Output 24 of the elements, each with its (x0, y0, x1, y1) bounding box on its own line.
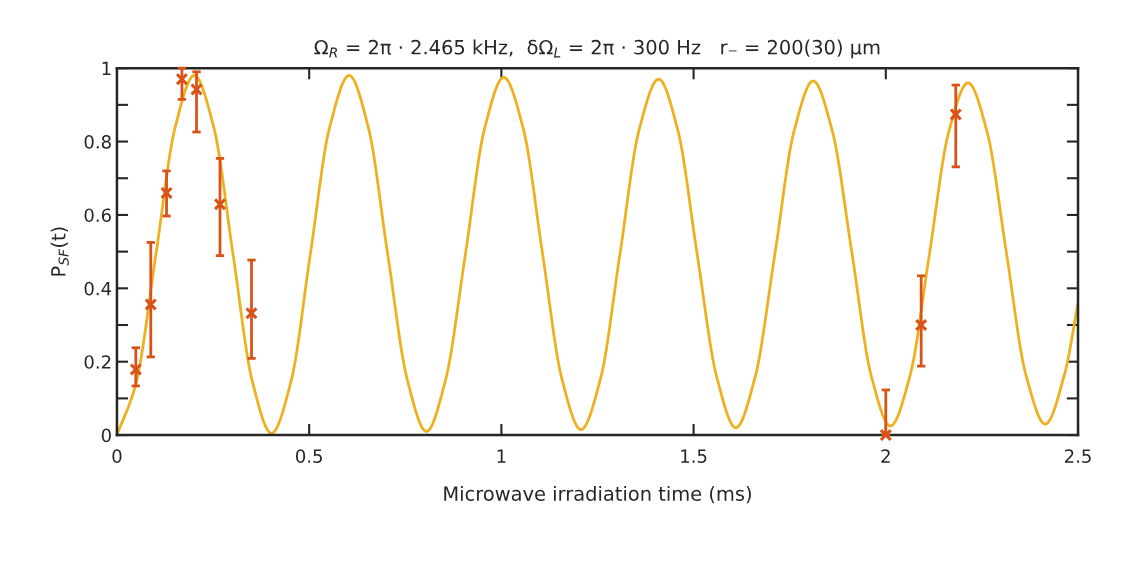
point (190, 83, 203, 96)
point (245, 306, 258, 320)
point (213, 197, 227, 211)
point (144, 298, 158, 311)
y-tick-label: 0.6 (84, 208, 111, 223)
y-tick-label: 0.2 (84, 355, 111, 369)
y-tick-label: 0.8 (84, 135, 111, 149)
x-tick-label: 0 (112, 449, 122, 463)
y-tick-label: 1 (102, 61, 111, 76)
chart-title: Ω$_{R}$ = 2π · 2.465 kHz, δΩ$_{L}$ = 2π · 300 Hz r₋ = 200(30) μm (314, 39, 880, 59)
x-tick-label: 2 (881, 449, 890, 463)
y-tick-label: 0.4 (84, 281, 112, 296)
point (949, 107, 963, 121)
x-tick-label: 2.5 (1064, 449, 1091, 463)
x-tick-label: 1 (497, 449, 506, 463)
x-tick-label: 1.5 (681, 449, 707, 463)
x-tick-label: 0.5 (296, 449, 322, 463)
point (160, 186, 173, 200)
y-axis-title: P$_{SF}$(t) (50, 227, 69, 276)
x-axis-title: Microwave irradiation time (ms) (444, 485, 751, 504)
point (129, 362, 143, 376)
point (914, 318, 928, 332)
y-tick-label: 0 (101, 428, 111, 443)
point (175, 72, 189, 86)
